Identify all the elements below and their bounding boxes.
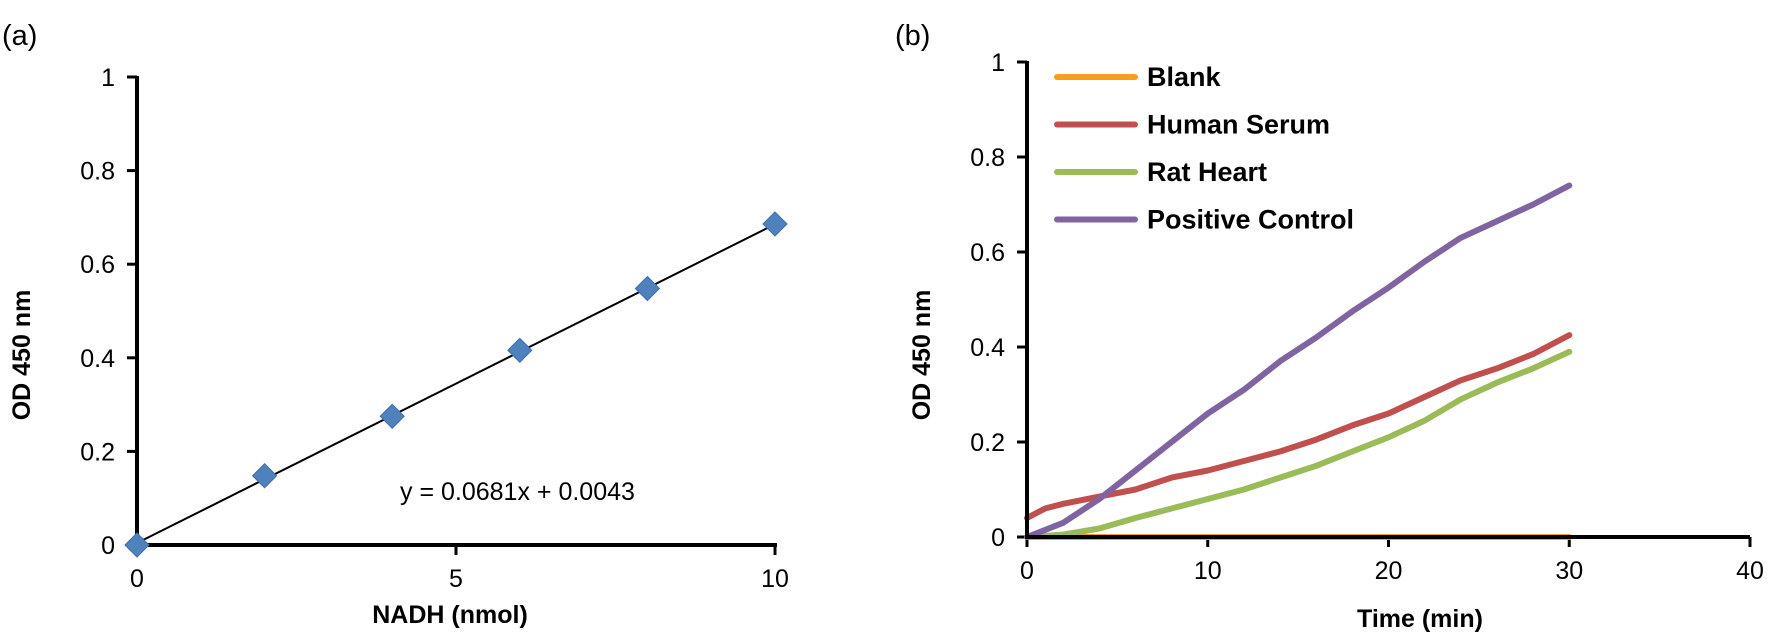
x-tick-label: 10: [1194, 557, 1222, 585]
y-axis-title: OD 450 nm: [8, 290, 36, 421]
x-tick-label: 0: [130, 565, 144, 593]
data-point: [762, 211, 788, 237]
y-tick-label: 0: [101, 532, 115, 560]
panel-a: (a) 0 0.2 0.4 0.6 0.8 1 0 5 10 y = 0.0681x + 0.…: [2, 20, 789, 629]
trendline-equation: y = 0.0681x + 0.0043: [400, 478, 635, 506]
x-tick-label: 0: [1020, 557, 1034, 585]
panel-b: (b) 0 0.2 0.4 0.6 0.8 1 0 10 20 30 40 Blank Human …: [895, 20, 1764, 633]
x-tick-label: 5: [449, 565, 463, 593]
data-point: [507, 337, 533, 364]
series-line-rat-heart: [1024, 348, 1573, 540]
legend-label: Human Serum: [1147, 110, 1330, 140]
x-tick-label: 10: [761, 565, 789, 593]
x-tick-label: 40: [1736, 557, 1764, 585]
data-point: [251, 463, 278, 489]
y-tick-label: 0.2: [80, 438, 115, 466]
y-axis-title: OD 450 nm: [908, 290, 936, 421]
panel-a-label: (a): [2, 20, 37, 52]
y-tick-label: 0.8: [970, 144, 1005, 172]
x-tick-label: 20: [1375, 557, 1403, 585]
y-tick-label: 0: [991, 524, 1005, 552]
x-tick-label: 30: [1555, 557, 1583, 585]
y-tick-label: 1: [991, 49, 1005, 77]
trendline: [136, 223, 776, 544]
y-tick-label: 0.2: [970, 429, 1005, 457]
y-tick-label: 0.8: [80, 158, 115, 186]
y-tick-label: 0.4: [80, 345, 115, 373]
panel-b-label: (b): [895, 20, 930, 52]
data-point: [634, 275, 661, 302]
legend-label: Positive Control: [1147, 205, 1354, 235]
y-tick-label: 0.6: [80, 251, 115, 279]
y-tick-label: 0.4: [970, 334, 1005, 362]
x-axis-title: NADH (nmol): [372, 601, 528, 629]
legend: Blank Human Serum Rat Heart Positive Contro…: [1054, 62, 1354, 235]
y-tick-label: 1: [101, 64, 115, 92]
legend-label: Rat Heart: [1147, 157, 1267, 187]
data-point: [124, 532, 150, 558]
series-line-human-serum: [1024, 332, 1573, 521]
series-line-positive-control: [1024, 182, 1573, 540]
x-axis-title: Time (min): [1357, 605, 1483, 633]
legend-label: Blank: [1147, 62, 1222, 92]
y-tick-label: 0.6: [970, 239, 1005, 267]
data-point: [379, 403, 405, 430]
